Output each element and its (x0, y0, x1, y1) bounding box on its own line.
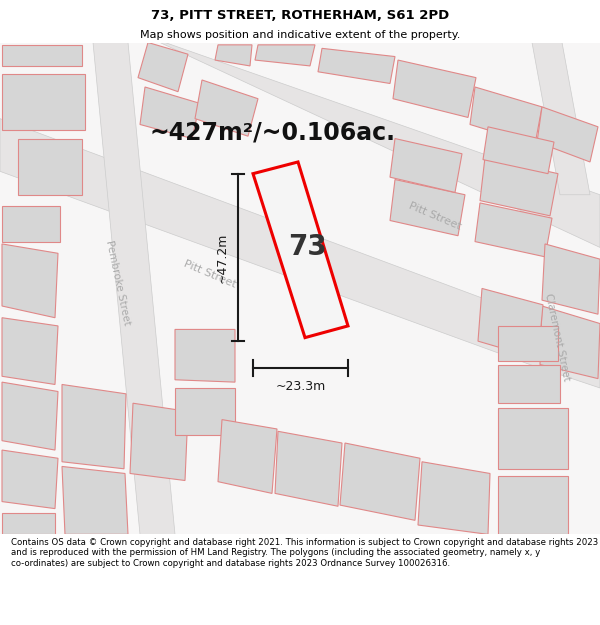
Text: ~23.3m: ~23.3m (275, 380, 326, 392)
Polygon shape (390, 139, 462, 192)
Polygon shape (62, 384, 126, 469)
Polygon shape (475, 203, 552, 257)
Polygon shape (2, 513, 55, 534)
Polygon shape (318, 48, 395, 84)
Text: ~47.2m: ~47.2m (216, 232, 229, 282)
Polygon shape (253, 162, 348, 338)
Polygon shape (393, 60, 476, 118)
Polygon shape (340, 443, 420, 521)
Polygon shape (478, 289, 543, 359)
Polygon shape (542, 244, 600, 314)
Polygon shape (483, 127, 554, 174)
Text: 73, PITT STREET, ROTHERHAM, S61 2PD: 73, PITT STREET, ROTHERHAM, S61 2PD (151, 9, 449, 22)
Polygon shape (532, 42, 590, 195)
Polygon shape (2, 382, 58, 450)
Polygon shape (480, 158, 558, 216)
Polygon shape (498, 364, 560, 403)
Polygon shape (18, 139, 82, 195)
Polygon shape (195, 80, 258, 136)
Polygon shape (0, 119, 600, 388)
Polygon shape (93, 42, 175, 534)
Text: Pitt Street: Pitt Street (407, 200, 463, 231)
Text: Pembroke Street: Pembroke Street (104, 239, 132, 326)
Polygon shape (175, 329, 235, 382)
Polygon shape (470, 87, 542, 144)
Polygon shape (537, 107, 598, 162)
Polygon shape (390, 179, 465, 236)
Polygon shape (2, 244, 58, 318)
Polygon shape (255, 45, 315, 66)
Polygon shape (140, 87, 200, 139)
Polygon shape (130, 403, 188, 481)
Polygon shape (2, 206, 60, 242)
Polygon shape (215, 45, 252, 66)
Polygon shape (2, 45, 82, 66)
Polygon shape (275, 431, 342, 506)
Text: ~427m²/~0.106ac.: ~427m²/~0.106ac. (149, 121, 395, 144)
Polygon shape (498, 476, 568, 534)
Polygon shape (498, 408, 568, 469)
Text: Map shows position and indicative extent of the property.: Map shows position and indicative extent… (140, 30, 460, 40)
Polygon shape (2, 74, 85, 131)
Polygon shape (418, 462, 490, 534)
Text: Claremont Street: Claremont Street (543, 293, 571, 382)
Polygon shape (175, 388, 235, 435)
Polygon shape (2, 450, 58, 509)
Text: Contains OS data © Crown copyright and database right 2021. This information is : Contains OS data © Crown copyright and d… (11, 538, 598, 568)
Polygon shape (2, 318, 58, 384)
Text: Pitt Street: Pitt Street (182, 259, 238, 290)
Text: 73: 73 (287, 234, 326, 261)
Polygon shape (498, 326, 558, 361)
Polygon shape (62, 466, 128, 534)
Polygon shape (138, 42, 188, 92)
Polygon shape (540, 306, 600, 379)
Polygon shape (218, 419, 277, 493)
Polygon shape (155, 42, 600, 248)
